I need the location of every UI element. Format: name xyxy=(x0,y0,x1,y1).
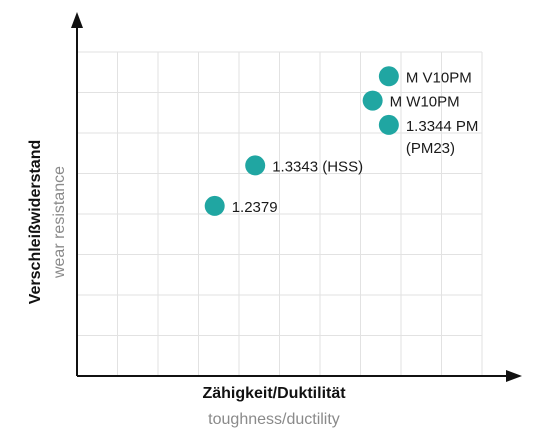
data-point-label: 1.3343 (HSS) xyxy=(272,158,363,175)
data-point xyxy=(362,90,383,111)
data-point xyxy=(245,155,266,176)
data-point-label: (PM23) xyxy=(406,140,455,157)
data-points: M V10PM M W10PM 1.3344 PM (PM23) 1.3343 (HSS… xyxy=(204,66,479,216)
data-point-label: 1.3344 PM xyxy=(406,118,479,135)
data-point xyxy=(378,66,399,87)
data-point xyxy=(204,195,225,216)
y-axis-sublabel: wear resistance xyxy=(51,166,68,279)
data-point xyxy=(378,114,399,135)
y-axis-label: Verschleißwiderstand xyxy=(27,140,44,305)
data-point-label: 1.2379 xyxy=(232,199,278,216)
x-axis-sublabel: toughness/ductility xyxy=(208,411,340,428)
data-point-label: M V10PM xyxy=(406,69,472,86)
y-axis-arrow xyxy=(71,12,83,28)
grid xyxy=(77,51,483,376)
x-axis-label: Zähigkeit/Duktilität xyxy=(202,385,346,402)
x-axis-arrow xyxy=(506,370,522,382)
data-point-label: M W10PM xyxy=(390,94,460,111)
